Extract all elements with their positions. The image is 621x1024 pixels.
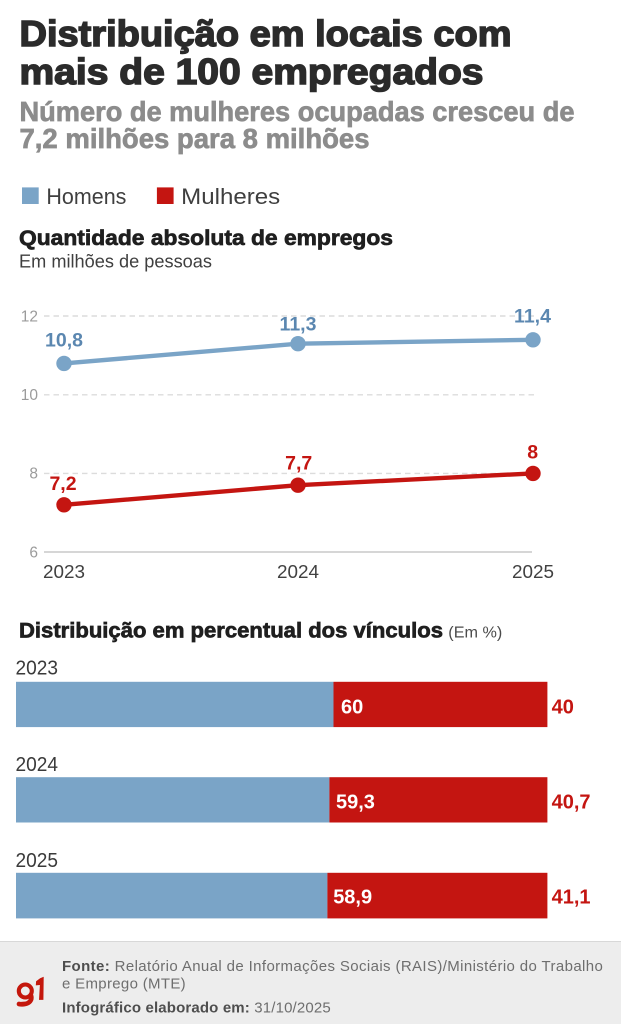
- svg-text:mais de 100 empregados: mais de 100 empregados: [20, 51, 484, 92]
- svg-text:12: 12: [21, 308, 38, 325]
- svg-text:10: 10: [21, 387, 39, 404]
- svg-text:Infográfico elaborado em: 31/1: Infográfico elaborado em: 31/10/2025: [62, 999, 331, 1016]
- svg-text:7,2 milhões para 8 milhões: 7,2 milhões para 8 milhões: [20, 123, 370, 154]
- svg-text:2025: 2025: [512, 561, 554, 582]
- svg-text:7,7: 7,7: [285, 452, 312, 474]
- svg-text:8: 8: [29, 466, 38, 483]
- svg-text:10,8: 10,8: [45, 330, 83, 352]
- svg-text:Quantidade absoluta de emprego: Quantidade absoluta de empregos: [19, 226, 393, 250]
- svg-text:Distribuição em percentual dos: Distribuição em percentual dos vínculos: [19, 619, 443, 643]
- svg-text:6: 6: [29, 544, 38, 561]
- svg-text:59,3: 59,3: [336, 792, 375, 814]
- svg-text:58,9: 58,9: [333, 886, 372, 908]
- svg-text:2023: 2023: [16, 658, 59, 680]
- svg-text:40: 40: [552, 697, 574, 719]
- svg-text:7,2: 7,2: [49, 473, 76, 495]
- svg-text:11,4: 11,4: [514, 306, 551, 328]
- svg-text:2023: 2023: [43, 561, 85, 582]
- svg-text:8: 8: [527, 442, 538, 464]
- svg-text:Número de mulheres ocupadas cr: Número de mulheres ocupadas cresceu de: [20, 96, 575, 127]
- svg-text:2024: 2024: [277, 561, 319, 582]
- svg-text:41,1: 41,1: [552, 886, 591, 908]
- svg-text:11,3: 11,3: [280, 314, 317, 336]
- svg-text:Fonte: Relatório Anual de Info: Fonte: Relatório Anual de Informações So…: [62, 958, 603, 975]
- svg-text:Em milhões de pessoas: Em milhões de pessoas: [19, 251, 212, 271]
- svg-text:60: 60: [341, 697, 363, 719]
- svg-text:2025: 2025: [16, 850, 59, 872]
- svg-text:e Emprego (MTE): e Emprego (MTE): [62, 976, 186, 993]
- svg-text:(Em %): (Em %): [448, 625, 502, 642]
- svg-text:2024: 2024: [16, 754, 59, 776]
- svg-text:40,7: 40,7: [552, 792, 591, 814]
- svg-text:Distribuição em locais com: Distribuição em locais com: [20, 13, 512, 54]
- svg-text:Homens: Homens: [46, 184, 126, 209]
- svg-text:Mulheres: Mulheres: [181, 184, 280, 209]
